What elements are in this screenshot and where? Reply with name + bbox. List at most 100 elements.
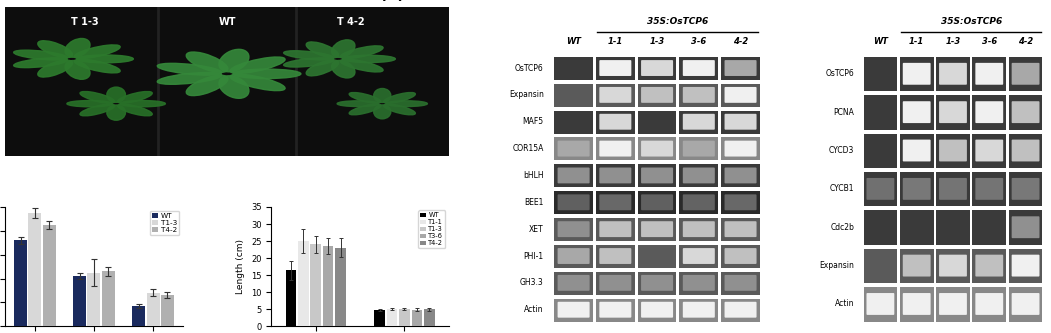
FancyBboxPatch shape	[599, 167, 632, 183]
Ellipse shape	[349, 93, 380, 103]
Bar	[298, 241, 309, 326]
Bar	[146, 293, 160, 326]
FancyBboxPatch shape	[724, 302, 757, 318]
Ellipse shape	[284, 58, 334, 67]
Bar	[554, 245, 593, 268]
Ellipse shape	[75, 59, 120, 73]
FancyBboxPatch shape	[683, 221, 715, 237]
Bar	[721, 191, 760, 214]
FancyBboxPatch shape	[939, 178, 967, 200]
Bar	[554, 138, 593, 161]
Bar	[554, 57, 593, 80]
Bar	[638, 111, 677, 134]
Bar	[74, 276, 86, 326]
Bar	[638, 138, 677, 161]
Bar	[900, 95, 933, 130]
FancyBboxPatch shape	[975, 140, 1004, 162]
Bar	[936, 134, 970, 168]
FancyBboxPatch shape	[724, 87, 757, 103]
Bar	[972, 134, 1006, 168]
Ellipse shape	[219, 49, 249, 72]
Bar	[638, 84, 677, 107]
FancyBboxPatch shape	[724, 275, 757, 291]
Bar	[864, 134, 898, 168]
Ellipse shape	[230, 57, 285, 73]
Bar	[721, 245, 760, 268]
FancyBboxPatch shape	[641, 141, 673, 157]
Text: PHI-1: PHI-1	[523, 251, 543, 260]
Bar	[972, 95, 1006, 130]
FancyBboxPatch shape	[1012, 178, 1039, 200]
Bar	[679, 84, 718, 107]
FancyBboxPatch shape	[558, 302, 590, 318]
FancyBboxPatch shape	[724, 248, 757, 264]
Bar	[936, 57, 970, 91]
Text: WT: WT	[219, 17, 235, 27]
Bar	[596, 245, 635, 268]
Bar	[638, 272, 677, 295]
Text: GH3.3: GH3.3	[520, 278, 543, 287]
FancyBboxPatch shape	[558, 167, 590, 183]
Bar	[132, 306, 145, 326]
Text: Actin: Actin	[524, 305, 543, 314]
Bar	[900, 287, 933, 322]
Bar	[864, 287, 898, 322]
Bar	[102, 271, 115, 326]
Bar	[161, 295, 173, 326]
FancyBboxPatch shape	[683, 114, 715, 130]
Bar	[864, 95, 898, 130]
FancyBboxPatch shape	[903, 178, 930, 200]
Text: 3-6: 3-6	[692, 37, 706, 46]
Bar	[936, 172, 970, 206]
FancyBboxPatch shape	[975, 293, 1004, 315]
FancyBboxPatch shape	[683, 275, 715, 291]
Bar	[900, 57, 933, 91]
Bar	[638, 191, 677, 214]
Bar	[721, 138, 760, 161]
FancyBboxPatch shape	[641, 221, 673, 237]
Bar	[554, 84, 593, 107]
FancyBboxPatch shape	[724, 194, 757, 210]
Bar	[1009, 95, 1043, 130]
FancyBboxPatch shape	[724, 167, 757, 183]
Ellipse shape	[158, 73, 222, 84]
Ellipse shape	[343, 55, 395, 63]
Bar	[596, 138, 635, 161]
Bar	[596, 111, 635, 134]
Bar	[596, 272, 635, 295]
Bar	[900, 172, 933, 206]
FancyBboxPatch shape	[683, 87, 715, 103]
Ellipse shape	[332, 40, 355, 57]
FancyBboxPatch shape	[683, 60, 715, 76]
Bar	[1009, 249, 1043, 283]
FancyBboxPatch shape	[641, 302, 673, 318]
Ellipse shape	[38, 41, 73, 58]
FancyBboxPatch shape	[683, 194, 715, 210]
Bar	[42, 225, 56, 326]
FancyBboxPatch shape	[641, 87, 673, 103]
FancyBboxPatch shape	[599, 60, 632, 76]
FancyBboxPatch shape	[641, 194, 673, 210]
FancyBboxPatch shape	[683, 167, 715, 183]
FancyBboxPatch shape	[558, 248, 590, 264]
Ellipse shape	[341, 46, 383, 59]
Bar	[864, 172, 898, 206]
FancyBboxPatch shape	[1012, 140, 1039, 162]
Bar	[679, 191, 718, 214]
Text: T 1-3: T 1-3	[71, 17, 99, 27]
Text: T 4-2: T 4-2	[337, 17, 365, 27]
Bar	[638, 298, 677, 322]
Bar	[679, 298, 718, 322]
Ellipse shape	[374, 89, 391, 103]
FancyBboxPatch shape	[866, 293, 894, 315]
FancyBboxPatch shape	[1012, 63, 1039, 85]
Ellipse shape	[107, 105, 125, 120]
Bar	[1009, 172, 1043, 206]
Bar	[721, 272, 760, 295]
Bar	[424, 309, 435, 326]
Ellipse shape	[306, 42, 338, 58]
FancyBboxPatch shape	[975, 255, 1004, 276]
Text: 4-2: 4-2	[1018, 37, 1033, 46]
FancyBboxPatch shape	[599, 141, 632, 157]
FancyBboxPatch shape	[975, 178, 1004, 200]
